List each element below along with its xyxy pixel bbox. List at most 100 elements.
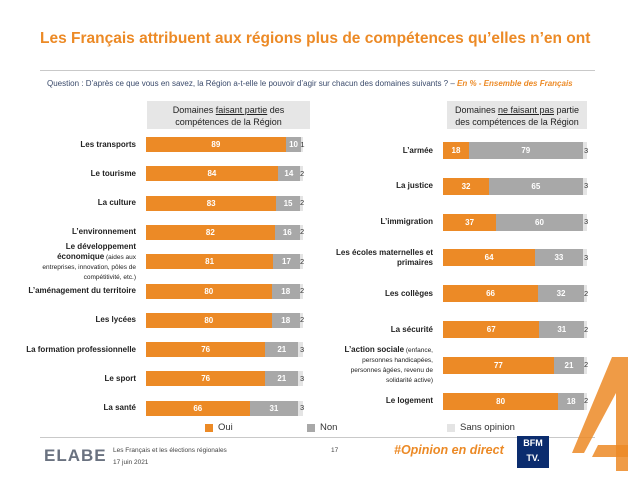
category-name: Les transports	[80, 139, 136, 149]
hashtag: #Opinion en direct	[394, 443, 504, 457]
bfmtv-logo: BFM TV.	[517, 436, 549, 468]
category-label: La justice	[333, 181, 433, 191]
bar-oui: 66	[146, 400, 250, 416]
category-subtext: (enfance, personnes handicapées, personn…	[350, 347, 433, 385]
bar-so	[582, 249, 587, 267]
bar-oui: 32	[443, 177, 490, 195]
category-name: L’armée	[402, 145, 433, 155]
footer-divider	[40, 437, 595, 438]
bar-oui: 80	[443, 392, 559, 410]
bar-so	[299, 195, 303, 211]
bar-so	[299, 166, 303, 182]
bar-non: 18	[271, 312, 300, 328]
bar-non: 31	[539, 321, 585, 338]
question-text: Question : D’après ce que vous en savez,…	[47, 78, 592, 89]
bar-so-label: 3	[584, 181, 589, 191]
bar-oui: 64	[443, 249, 536, 267]
right-chart-header: Domaines ne faisant pas partie des compé…	[447, 101, 587, 129]
bar-so-label: 2	[584, 360, 589, 370]
bar-so-label: 2	[584, 324, 589, 334]
category-name: Les collèges	[384, 288, 433, 298]
category-label: Les écoles maternelles et primaires	[333, 248, 433, 268]
bar-oui: 67	[443, 321, 540, 338]
bar-so	[582, 177, 587, 195]
bar-so	[584, 392, 587, 410]
bar-non: 18	[558, 392, 585, 410]
legend-so-swatch	[447, 423, 455, 432]
category-name: Le logement	[385, 396, 433, 406]
footer-study: Les Français et les élections régionales	[113, 447, 227, 454]
bar-so-label: 2	[300, 286, 305, 295]
category-name: L’aménagement du territoire	[28, 286, 136, 295]
legend-sans-opinion: Sans opinion	[447, 422, 515, 433]
category-subtext: (aides aux entreprises, innovation, pôle…	[42, 253, 136, 281]
category-label: L’aménagement du territoire	[26, 286, 136, 296]
category-name: La santé	[103, 403, 136, 413]
bar-so-label: 3	[584, 217, 589, 227]
category-name: Le tourisme	[90, 168, 136, 178]
bar-non: 18	[271, 283, 300, 299]
bar-oui: 83	[146, 195, 277, 211]
bar-so	[299, 283, 303, 299]
footer-date: 17 juin 2021	[113, 459, 149, 466]
bar-so	[584, 356, 587, 374]
legend-oui: Oui	[205, 422, 233, 433]
bar-oui: 77	[443, 356, 554, 374]
category-label: L’armée	[333, 146, 433, 156]
category-label: La sécurité	[333, 325, 433, 335]
category-label: L’action sociale (enfance, personnes han…	[333, 345, 434, 385]
category-name: La justice	[396, 181, 433, 191]
bar-so	[582, 142, 587, 159]
category-label: L’environnement	[26, 227, 136, 237]
bar-so	[299, 312, 303, 328]
bar-so	[298, 342, 303, 358]
bar-so	[298, 371, 303, 387]
bar-so-label: 2	[300, 198, 305, 208]
bar-non: 14	[277, 166, 300, 182]
category-label: Le développement économique (aides aux e…	[26, 242, 136, 282]
bar-so-label: 2	[300, 256, 305, 266]
bar-non: 15	[276, 195, 300, 211]
category-label: Les collèges	[333, 289, 433, 299]
bar-so-label: 3	[300, 344, 305, 354]
bar-so	[299, 224, 303, 240]
bar-so	[301, 137, 304, 152]
category-name: La formation professionnelle	[26, 344, 136, 354]
bar-oui: 76	[146, 371, 266, 387]
legend-non: Non	[307, 422, 337, 433]
category-name: L’environnement	[71, 227, 136, 237]
bar-oui: 66	[443, 285, 539, 303]
bar-non: 60	[496, 213, 583, 231]
bar-oui: 89	[146, 137, 286, 152]
bar-non: 31	[249, 400, 299, 416]
bar-so-label: 3	[300, 373, 305, 383]
bar-so-label: 2	[584, 288, 589, 298]
category-name: Les lycées	[95, 315, 136, 325]
bar-so-label: 3	[584, 252, 589, 262]
question-scope: En % - Ensemble des Français	[457, 79, 573, 88]
bar-oui: 76	[146, 342, 266, 358]
bar-non: 32	[538, 285, 585, 303]
bar-oui: 84	[146, 166, 278, 182]
category-label: La formation professionnelle	[26, 345, 136, 355]
category-name: La culture	[97, 198, 136, 208]
bar-oui: 18	[443, 142, 469, 159]
bar-oui: 82	[146, 224, 275, 240]
bar-so	[582, 213, 587, 231]
bar-non: 65	[489, 177, 583, 195]
left-chart-header: Domaines faisant partie des compétences …	[147, 101, 310, 129]
bar-so-label: 1	[300, 139, 305, 149]
category-label: L’immigration	[333, 217, 433, 227]
category-name: Les écoles maternelles et primaires	[336, 247, 433, 267]
category-label: Le sport	[26, 374, 136, 384]
page-title: Les Français attribuent aux régions plus…	[40, 30, 591, 47]
bar-non: 21	[265, 371, 299, 387]
bar-non: 21	[553, 356, 585, 374]
decorative-a-logo	[572, 357, 628, 471]
bar-non: 21	[265, 342, 299, 358]
legend-oui-swatch	[205, 423, 213, 432]
category-label: Les lycées	[26, 315, 136, 325]
bar-oui: 80	[146, 283, 272, 299]
title-divider	[40, 70, 595, 71]
bar-so	[584, 321, 587, 338]
